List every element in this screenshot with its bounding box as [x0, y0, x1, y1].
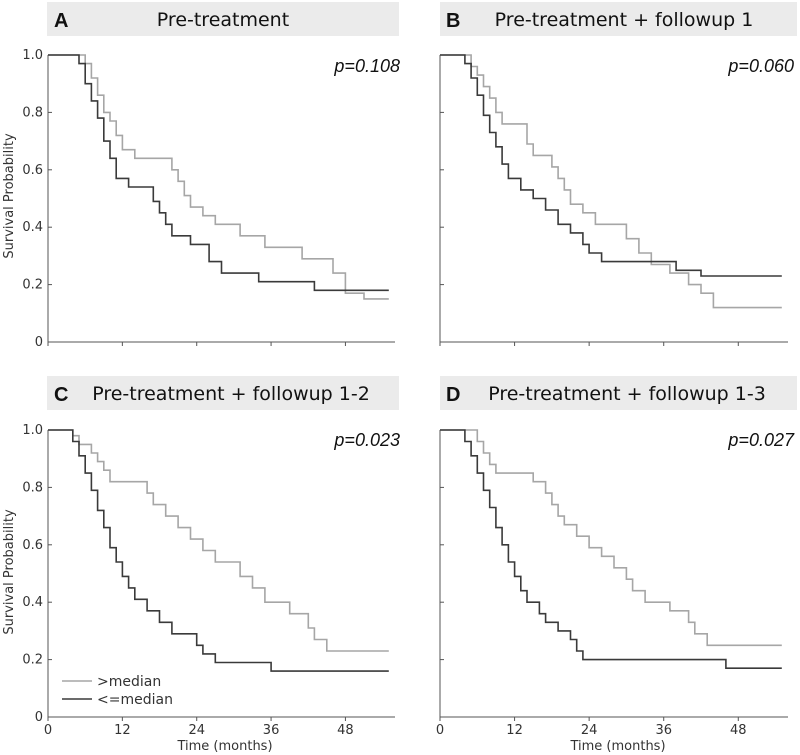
panel-a-pvalue: p=0.108 — [333, 56, 400, 76]
panel-c-xtick-label: 24 — [188, 723, 205, 738]
panel-a-curve-above-median — [48, 54, 389, 300]
panel-d-plot: 0 12 24 36 48 — [436, 429, 788, 738]
panel-a-ylabel: Survival Probability — [2, 133, 17, 259]
panel-c-ytick-label: 0.4 — [22, 595, 43, 610]
panel-d-xtick-label: 48 — [730, 723, 747, 738]
panel-d-pvalue: p=0.027 — [727, 430, 795, 450]
panel-d-letter: D — [446, 384, 460, 406]
panel-a-curve-below-median — [48, 54, 389, 292]
panel-d-xtick-label: 24 — [581, 723, 598, 738]
panel-a-ytick-label: 0.2 — [22, 278, 43, 293]
panel-a-ytick-label: 0 — [35, 335, 43, 350]
panel-c-curve-above-median — [48, 429, 389, 652]
panel-a-plot: 0 0.2 0.4 0.6 0.8 1.0 — [22, 48, 395, 350]
panel-c-ytick-label: 0 — [35, 710, 43, 725]
panel-c-ytick-label: 0.8 — [22, 480, 43, 495]
panel-b-plot — [439, 54, 788, 346]
panel-c-pvalue: p=0.023 — [333, 430, 400, 450]
panel-c-curve-below-median — [48, 429, 389, 672]
panel-a-ytick-label: 0.6 — [22, 163, 43, 178]
panel-b-curve-above-median — [440, 54, 782, 309]
panel-c-ytick-label: 0.6 — [22, 538, 43, 553]
panel-d-xtick-label: 12 — [506, 723, 523, 738]
panel-a-ytick-label: 1.0 — [22, 48, 43, 63]
panel-a-ytick-label: 0.8 — [22, 105, 43, 120]
panel-b-pvalue: p=0.060 — [727, 56, 794, 76]
panel-c-xtick-label: 12 — [114, 723, 131, 738]
panel-d-curve-above-median — [440, 429, 782, 647]
panel-c-plot: 0 0.2 0.4 0.6 0.8 1.0 0 12 24 36 48 — [22, 423, 395, 738]
panel-b-header: B Pre-treatment + followup 1 — [440, 2, 797, 36]
panel-a: A Pre-treatment p=0.108 Survival Probabi… — [2, 2, 400, 350]
legend-label-above-median: >median — [97, 674, 161, 690]
panel-d-xtick-label: 36 — [655, 723, 672, 738]
panel-d-title: Pre-treatment + followup 1-3 — [488, 383, 766, 405]
panel-d-xtick-label: 0 — [436, 723, 444, 738]
panel-a-ytick-label: 0.4 — [22, 220, 43, 235]
panel-b: B Pre-treatment + followup 1 p=0.060 — [439, 2, 797, 346]
panel-d-header: D Pre-treatment + followup 1-3 — [440, 376, 797, 410]
panel-c: C Pre-treatment + followup 1-2 p=0.023 S… — [2, 376, 400, 754]
panel-c-title: Pre-treatment + followup 1-2 — [92, 383, 370, 405]
panel-b-curve-below-median — [440, 54, 782, 277]
panel-d-curve-below-median — [440, 429, 782, 669]
panel-c-xtick-label: 36 — [263, 723, 280, 738]
panel-a-letter: A — [54, 10, 68, 32]
panel-c-header: C Pre-treatment + followup 1-2 — [47, 376, 399, 410]
legend-label-below-median: <=median — [97, 692, 173, 708]
panel-c-letter: C — [54, 384, 68, 406]
panel-a-title: Pre-treatment — [157, 9, 289, 31]
panel-c-xtick-label: 48 — [337, 723, 354, 738]
panel-b-letter: B — [446, 10, 460, 32]
panel-c-legend: >median <=median — [62, 674, 173, 708]
panel-c-ytick-label: 1.0 — [22, 423, 43, 438]
panel-c-xtick-label: 0 — [44, 723, 52, 738]
panel-d-xlabel: Time (months) — [569, 739, 665, 754]
panel-c-xlabel: Time (months) — [176, 739, 272, 754]
panel-d: D Pre-treatment + followup 1-3 p=0.027 T… — [436, 376, 797, 754]
panel-b-title: Pre-treatment + followup 1 — [495, 9, 754, 31]
panel-c-ytick-label: 0.2 — [22, 653, 43, 668]
panel-a-header: A Pre-treatment — [47, 2, 399, 36]
panel-c-ylabel: Survival Probability — [2, 509, 17, 635]
